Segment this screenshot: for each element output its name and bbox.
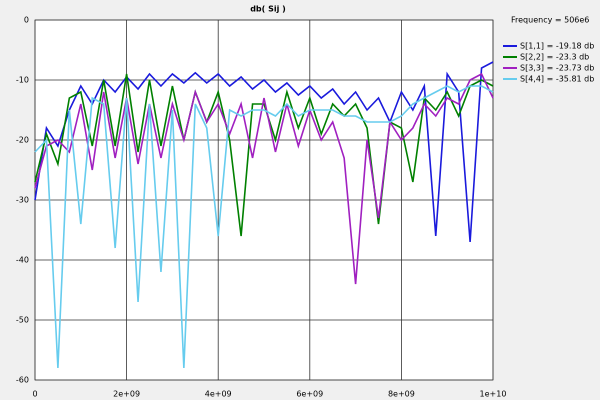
- y-tick-label: -60: [16, 376, 29, 385]
- x-tick-label: 8e+09: [388, 390, 415, 399]
- y-tick-label: -50: [16, 316, 29, 325]
- y-tick-label: -40: [16, 256, 29, 265]
- legend-label: S[2,2] = -23.3 db: [520, 53, 589, 62]
- series-line: [34, 85, 494, 369]
- y-tick-label: -30: [16, 196, 29, 205]
- x-tick-label: 4e+09: [205, 390, 232, 399]
- x-tick-label: 0: [32, 390, 37, 399]
- y-tick-label: -10: [16, 76, 29, 85]
- y-tick-label: 0: [24, 16, 29, 25]
- legend-label: S[4,4] = -35.81 db: [520, 75, 594, 84]
- legend-title: Frequency = 506e6: [511, 16, 589, 25]
- x-tick-label: 1e+10: [480, 390, 507, 399]
- chart-title: db( Sij ): [250, 5, 286, 14]
- series-line: [34, 73, 494, 237]
- x-tick-label: 6e+09: [296, 390, 323, 399]
- y-tick-label: -20: [16, 136, 29, 145]
- legend-label: S[3,3] = -23.73 db: [520, 64, 594, 73]
- series-line: [34, 72, 494, 285]
- x-tick-label: 2e+09: [113, 390, 140, 399]
- legend-label: S[1,1] = -19.18 db: [520, 42, 594, 51]
